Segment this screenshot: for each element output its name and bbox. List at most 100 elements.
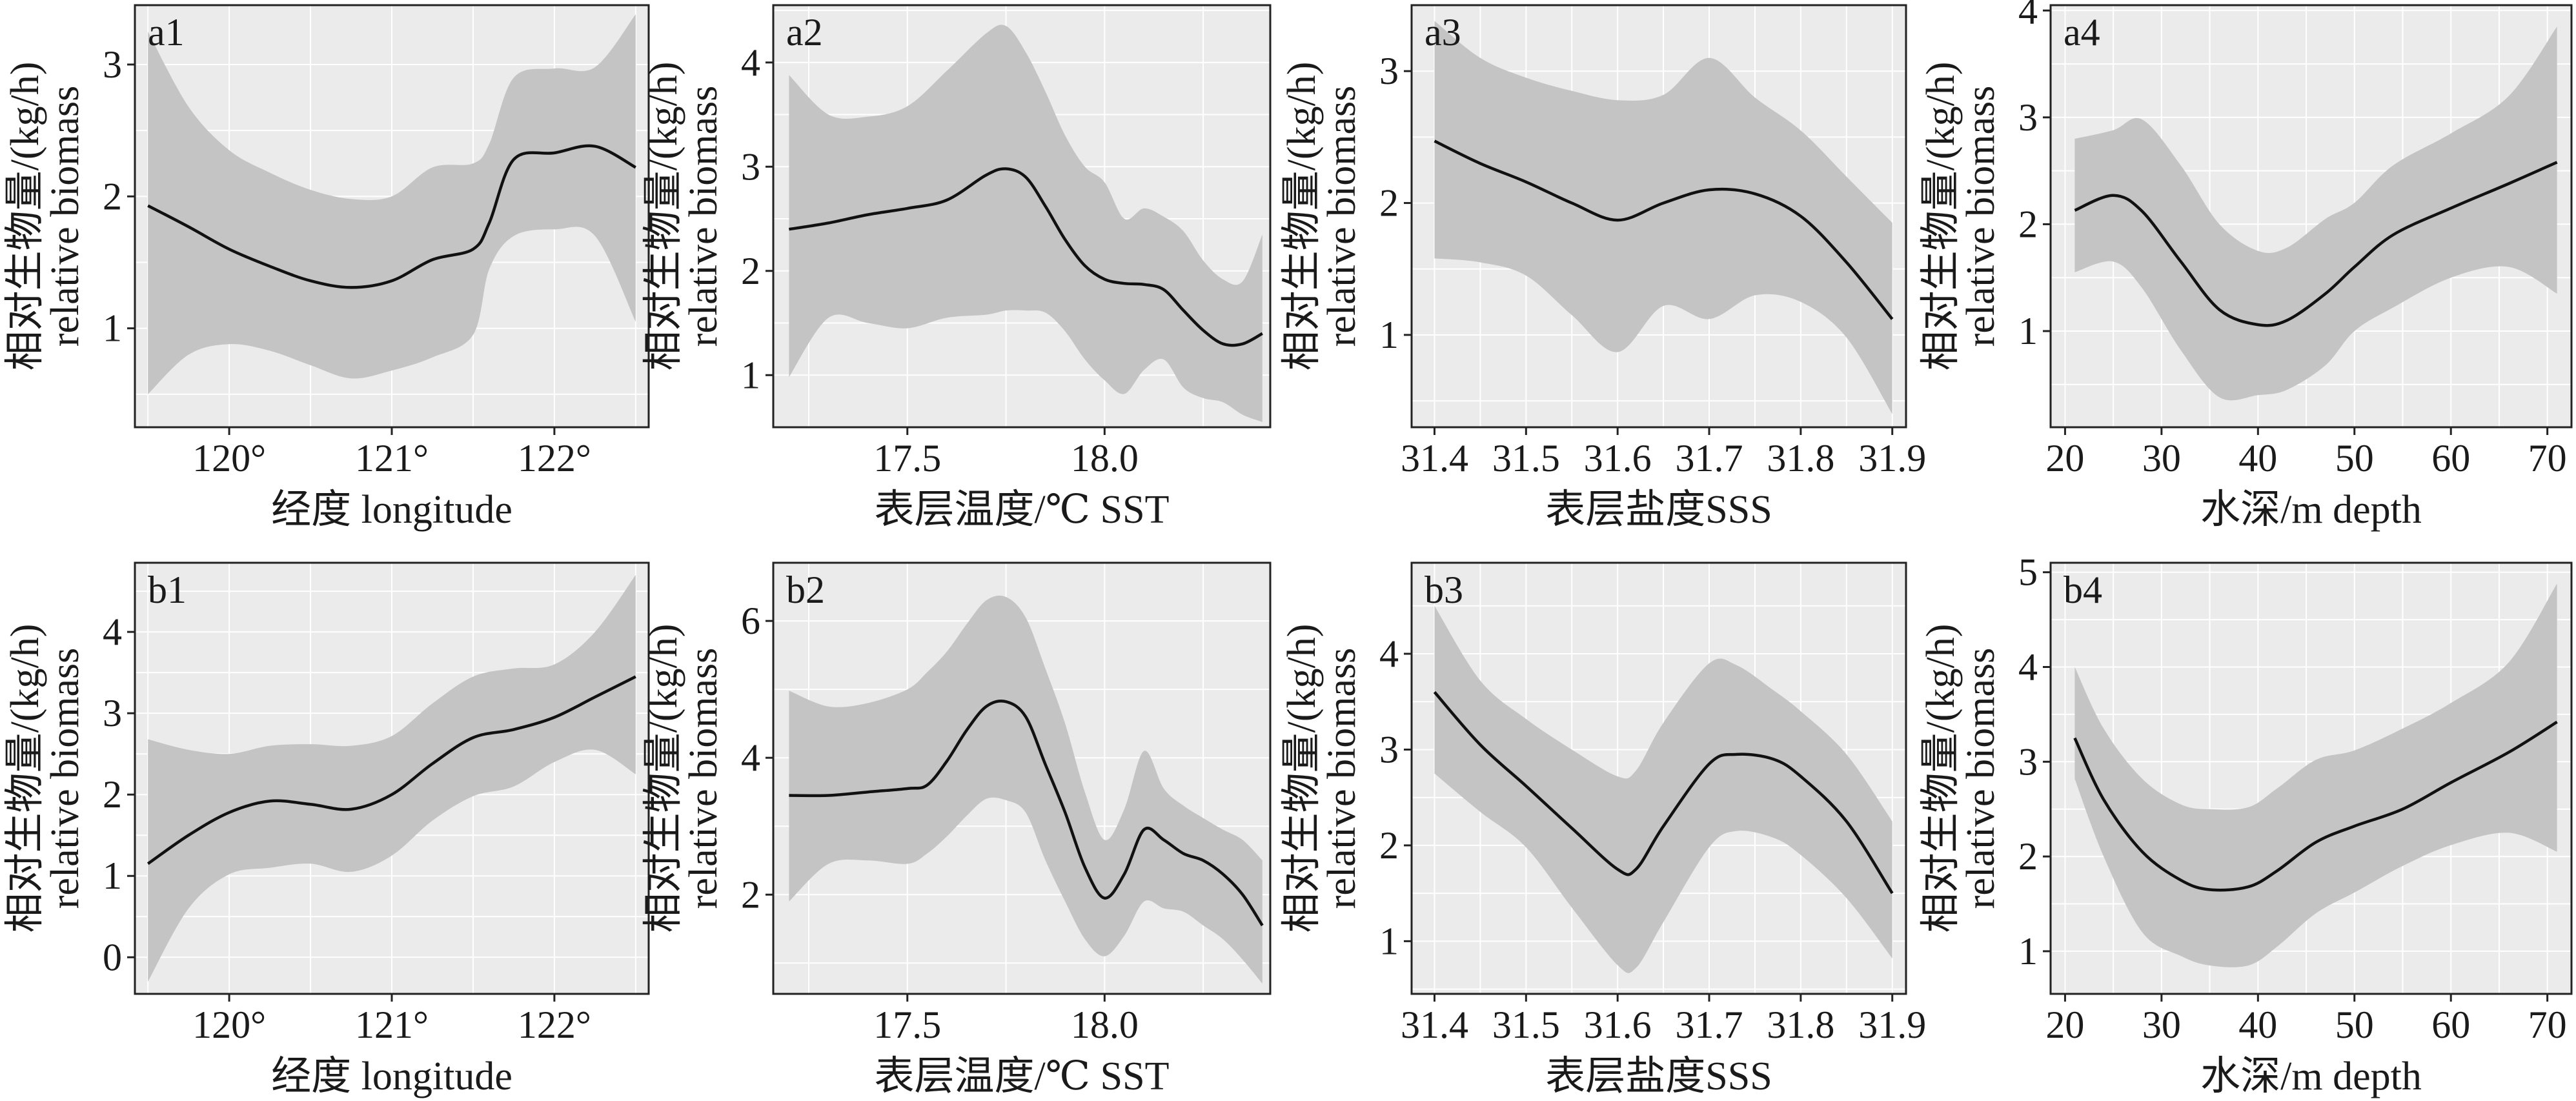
- fitted-line: [2073, 720, 2558, 892]
- fitted-line: [1433, 691, 1894, 894]
- y-tick-label: 2: [103, 773, 122, 816]
- x-tick-label: 40: [2238, 1004, 2277, 1046]
- x-tick-label: 60: [2431, 437, 2470, 480]
- x-tick-label: 60: [2431, 1004, 2470, 1046]
- y-tick-label: 4: [1379, 632, 1399, 675]
- y-tick-label: 3: [2018, 740, 2038, 783]
- y-tick-label: 1: [2018, 930, 2038, 973]
- y-tick-label: 0: [103, 936, 122, 978]
- y-tick-label: 1: [2018, 310, 2038, 352]
- y-axis-label-en: relative biomass: [1959, 86, 2003, 347]
- y-axis-label-en: relative biomass: [1320, 648, 1364, 909]
- x-tick-label: 18.0: [1071, 437, 1139, 480]
- x-tick-label: 50: [2335, 437, 2374, 480]
- panel-b2: b2 17.5 18.0 2 4 6 表层温度/℃ SST 相对生物量/(kg/h)relat…: [642, 561, 1272, 1098]
- y-tick-label: 2: [2018, 203, 2038, 245]
- panel-a4: a4 20 30 40 50 60 70 1 2 3 4 水深/m depth 相对生物量/(kg/h)…: [1919, 0, 2573, 532]
- x-tick-label: 17.5: [873, 437, 941, 480]
- y-axis-label-cn: 相对生物量/(kg/h): [1280, 624, 1324, 933]
- confidence-band: [148, 574, 636, 982]
- panel-label: b2: [786, 569, 825, 611]
- fitted-line: [147, 675, 636, 865]
- fitted-line: [1434, 139, 1894, 320]
- x-tick-label: 20: [2045, 437, 2084, 480]
- x-tick-label: 17.5: [873, 1004, 941, 1046]
- y-tick-label: 5: [2018, 551, 2038, 594]
- x-tick-label: 122°: [518, 1004, 591, 1046]
- y-tick-label: 2: [1379, 824, 1399, 867]
- y-tick-label: 4: [103, 611, 122, 653]
- x-tick-label: 31.8: [1767, 1004, 1834, 1046]
- y-tick-label: 2: [2018, 835, 2038, 878]
- x-axis-label: 表层温度/℃ SST: [875, 1055, 1170, 1098]
- panel-frame: [2049, 4, 2573, 429]
- x-tick-label: 31.8: [1767, 437, 1834, 480]
- confidence-band: [148, 14, 636, 394]
- x-tick-label: 31.9: [1858, 437, 1926, 480]
- confidence-band: [789, 25, 1263, 422]
- panel-a2: a2 17.5 18.0 1 2 3 4 表层温度/℃ SST 相对生物量/(kg/h)rela…: [642, 4, 1272, 532]
- panel-label: a3: [1425, 11, 1461, 54]
- y-axis-label-cn: 相对生物量/(kg/h): [1280, 62, 1324, 371]
- x-tick-label: 40: [2238, 437, 2277, 480]
- y-tick-label: 6: [741, 600, 760, 642]
- y-tick-label: 3: [1379, 728, 1399, 771]
- fitted-line: [789, 699, 1264, 927]
- x-tick-label: 31.7: [1676, 437, 1743, 480]
- y-tick-label: 2: [741, 250, 760, 292]
- panel-frame: [1410, 561, 1907, 995]
- confidence-band: [789, 595, 1263, 984]
- panel-label: b4: [2064, 569, 2102, 611]
- y-axis-label-cn: 相对生物量/(kg/h): [1919, 62, 1963, 371]
- x-tick-label: 31.5: [1492, 437, 1560, 480]
- x-tick-label: 31.4: [1401, 437, 1468, 480]
- panel-label: a2: [786, 11, 823, 54]
- fitted-line: [789, 167, 1263, 347]
- x-tick-label: 30: [2142, 1004, 2181, 1046]
- panel-label: b1: [148, 569, 187, 611]
- confidence-band: [1434, 605, 1892, 973]
- panel-b3: b3 31.4 31.5 31.6 31.7 31.8 31.9 1 2 3 4 表层盐度SSS 相对生…: [1280, 561, 1926, 1098]
- x-tick-label: 50: [2335, 1004, 2374, 1046]
- y-axis-label-cn: 相对生物量/(kg/h): [642, 624, 685, 933]
- y-axis-label-cn: 相对生物量/(kg/h): [3, 62, 47, 371]
- y-axis-label-en: relative biomass: [682, 86, 725, 347]
- y-tick-label: 4: [741, 41, 760, 84]
- panel-b4: b4 20 30 40 50 60 70 1 2 3 4 5 水深/m depth 相对生物量/(kg/h…: [1919, 551, 2573, 1098]
- y-axis-label-en: relative biomass: [43, 648, 87, 909]
- x-tick-label: 31.7: [1676, 1004, 1743, 1046]
- y-tick-label: 1: [103, 307, 122, 350]
- panel-label: a4: [2064, 11, 2100, 54]
- fitted-line: [147, 144, 636, 289]
- fitted-line: [2074, 161, 2558, 327]
- y-axis-label-cn: 相对生物量/(kg/h): [3, 624, 47, 933]
- panel-frame: [772, 561, 1272, 995]
- x-axis-label: 表层温度/℃ SST: [875, 488, 1170, 532]
- panel-label: a1: [148, 11, 185, 54]
- x-axis-label: 经度 longitude: [271, 488, 512, 532]
- panel-frame: [772, 4, 1272, 429]
- x-tick-label: 30: [2142, 437, 2181, 480]
- confidence-band: [2074, 26, 2557, 401]
- y-axis-label-en: relative biomass: [1959, 648, 2003, 909]
- panel-a1: a1 120° 121° 122° 1 2 3 经度 longitude 相对生物量/(kg/h…: [3, 4, 650, 532]
- y-axis-label-cn: 相对生物量/(kg/h): [642, 62, 685, 371]
- y-tick-label: 3: [103, 43, 122, 86]
- y-tick-label: 3: [741, 145, 760, 188]
- x-axis-label: 表层盐度SSS: [1545, 1055, 1772, 1098]
- x-tick-label: 31.6: [1584, 437, 1652, 480]
- x-tick-label: 121°: [355, 437, 429, 480]
- y-tick-label: 3: [1379, 50, 1399, 92]
- y-tick-label: 3: [2018, 96, 2038, 139]
- x-tick-label: 31.6: [1584, 1004, 1652, 1046]
- x-axis-label: 经度 longitude: [271, 1055, 512, 1098]
- panel-label: b3: [1425, 569, 1463, 611]
- confidence-band: [2074, 583, 2557, 967]
- panel-b1: b1 120° 121° 122° 0 1 2 3 4 经度 longitude 相对生物量/(kg…: [3, 561, 650, 1098]
- x-tick-label: 31.4: [1401, 1004, 1468, 1046]
- x-tick-label: 120°: [192, 1004, 266, 1046]
- y-tick-label: 1: [1379, 314, 1399, 356]
- x-tick-label: 120°: [192, 437, 266, 480]
- x-tick-label: 20: [2045, 1004, 2084, 1046]
